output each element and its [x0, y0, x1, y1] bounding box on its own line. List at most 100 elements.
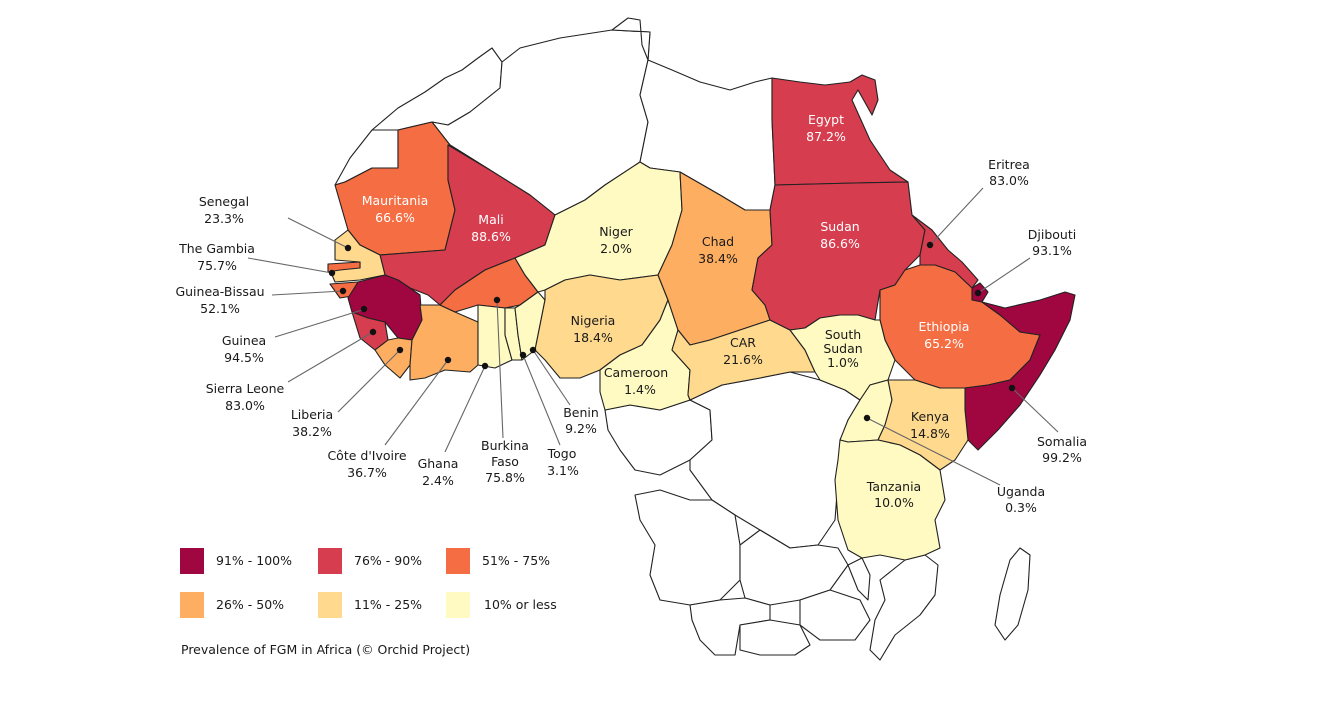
legend-swatch-11-25 — [318, 592, 342, 618]
label-ghana-name: Ghana — [418, 456, 459, 471]
data-countries — [327, 74, 1076, 561]
label-egypt-name: Egypt — [808, 112, 844, 127]
label-eritrea-name: Eritrea — [988, 157, 1030, 172]
label-egypt-value: 87.2% — [806, 129, 846, 144]
label-burkina-faso-name2: Faso — [491, 454, 519, 469]
label-somalia-name: Somalia — [1037, 434, 1087, 449]
label-mauritania-value: 66.6% — [375, 210, 415, 225]
legend-swatch-10-less — [446, 592, 470, 618]
country-gambia — [327, 261, 361, 273]
label-burkina-faso-name1: Burkina — [481, 438, 529, 453]
dot-burkina-faso — [493, 296, 501, 304]
label-guinea-bissau-value: 52.1% — [200, 301, 240, 316]
label-car-name: CAR — [730, 335, 756, 350]
legend-swatch-51-75 — [446, 548, 470, 574]
label-liberia-value: 38.2% — [292, 424, 332, 439]
label-kenya-name: Kenya — [911, 409, 949, 424]
label-benin-name: Benin — [563, 405, 599, 420]
dot-eritrea — [926, 241, 934, 249]
label-south-sudan-name2: Sudan — [823, 341, 862, 356]
country-tanzania — [834, 439, 946, 561]
country-malawi — [847, 557, 871, 601]
legend-label-91-100: 91% - 100% — [216, 553, 292, 568]
label-sierra-leone-value: 83.0% — [225, 398, 265, 413]
label-tanzania-name: Tanzania — [866, 479, 921, 494]
leader-lines — [247, 187, 1059, 486]
label-chad-value: 38.4% — [698, 251, 738, 266]
country-drc — [689, 371, 861, 549]
country-angola — [634, 489, 741, 606]
label-djibouti-value: 93.1% — [1032, 243, 1072, 258]
dot-ghana — [481, 362, 489, 370]
label-uganda-value: 0.3% — [1005, 500, 1037, 515]
label-somalia-value: 99.2% — [1042, 450, 1082, 465]
country-madagascar — [994, 547, 1031, 641]
country-zambia — [739, 529, 849, 606]
legend-swatch-26-50 — [180, 592, 204, 618]
dot-somalia — [1008, 384, 1016, 392]
external-labels: Senegal 23.3% The Gambia 75.7% Guinea-Bi… — [175, 157, 1087, 515]
label-nigeria-name: Nigeria — [571, 313, 616, 328]
country-car — [671, 319, 816, 401]
country-kenya — [877, 379, 969, 471]
country-somalia — [964, 291, 1076, 451]
legend-label-76-90: 76% - 90% — [354, 553, 422, 568]
label-uganda-name: Uganda — [997, 484, 1045, 499]
dot-benin — [529, 346, 537, 354]
label-ethiopia-value: 65.2% — [924, 336, 964, 351]
legend-label-10-less: 10% or less — [484, 597, 557, 612]
label-car-value: 21.6% — [723, 352, 763, 367]
dot-guinea-bissau — [339, 287, 347, 295]
dot-djibouti — [974, 289, 982, 297]
dot-gambia — [328, 269, 336, 277]
label-burkina-faso-value: 75.8% — [485, 470, 525, 485]
legend: 91% - 100% 76% - 90% 51% - 75% 26% - 50%… — [180, 548, 557, 618]
dot-sierra-leone — [369, 328, 377, 336]
in-map-labels: Egypt 87.2% Sudan 86.6% Mali 88.6% Mauri… — [362, 112, 970, 510]
label-djibouti-name: Djibouti — [1028, 227, 1076, 242]
legend-label-11-25: 11% - 25% — [354, 597, 422, 612]
label-sudan-name: Sudan — [820, 219, 859, 234]
label-sudan-value: 86.6% — [820, 236, 860, 251]
label-niger-value: 2.0% — [600, 241, 632, 256]
label-gambia-value: 75.7% — [197, 258, 237, 273]
label-south-sudan-name1: South — [825, 327, 861, 342]
label-cote-divoire-name: Côte d'Ivoire — [327, 448, 406, 463]
label-togo-value: 3.1% — [547, 463, 579, 478]
label-cote-divoire-value: 36.7% — [347, 465, 387, 480]
marker-dots — [328, 241, 1016, 422]
label-guinea-name: Guinea — [222, 333, 266, 348]
legend-label-26-50: 26% - 50% — [216, 597, 284, 612]
label-mali-name: Mali — [478, 212, 503, 227]
country-tunisia — [611, 17, 651, 61]
label-nigeria-value: 18.4% — [573, 330, 613, 345]
label-guinea-bissau-name: Guinea-Bissau — [175, 284, 264, 299]
label-south-sudan-value: 1.0% — [827, 355, 859, 370]
legend-swatch-76-90 — [318, 548, 342, 574]
dot-uganda — [863, 414, 871, 422]
dot-liberia — [396, 346, 404, 354]
country-mozambique — [869, 554, 939, 661]
label-sierra-leone-name: Sierra Leone — [206, 381, 285, 396]
label-benin-value: 9.2% — [565, 421, 597, 436]
dot-cote-divoire — [444, 356, 452, 364]
label-ethiopia-name: Ethiopia — [919, 319, 970, 334]
label-mauritania-name: Mauritania — [362, 193, 429, 208]
label-cameroon-value: 1.4% — [624, 382, 656, 397]
label-cameroon-name: Cameroon — [604, 365, 668, 380]
country-zimbabwe — [799, 589, 871, 641]
label-tanzania-value: 10.0% — [874, 495, 914, 510]
label-senegal-value: 23.3% — [204, 211, 244, 226]
label-ghana-value: 2.4% — [422, 473, 454, 488]
no-data-countries — [334, 17, 1031, 661]
label-niger-name: Niger — [599, 224, 633, 239]
label-chad-name: Chad — [702, 234, 734, 249]
label-eritrea-value: 83.0% — [989, 173, 1029, 188]
label-mali-value: 88.6% — [471, 229, 511, 244]
label-senegal-name: Senegal — [199, 194, 249, 209]
country-south-sudan — [789, 314, 896, 401]
dot-togo — [519, 351, 527, 359]
legend-label-51-75: 51% - 75% — [482, 553, 550, 568]
dot-senegal — [344, 244, 352, 252]
